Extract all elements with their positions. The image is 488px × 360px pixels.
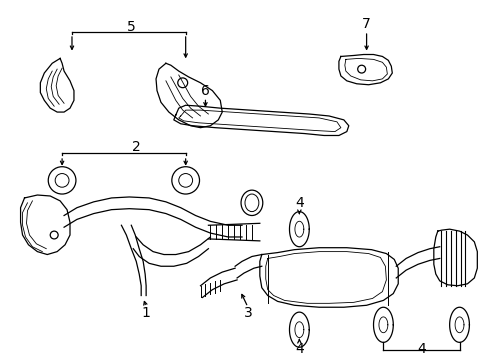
Text: 4: 4: [417, 342, 426, 356]
Text: 4: 4: [294, 196, 303, 210]
Text: 7: 7: [362, 17, 370, 31]
Text: 5: 5: [127, 20, 135, 34]
Text: 1: 1: [142, 306, 150, 320]
Text: 2: 2: [132, 140, 141, 154]
Text: 4: 4: [294, 342, 303, 356]
Text: 6: 6: [201, 84, 209, 98]
Text: 3: 3: [243, 306, 252, 320]
